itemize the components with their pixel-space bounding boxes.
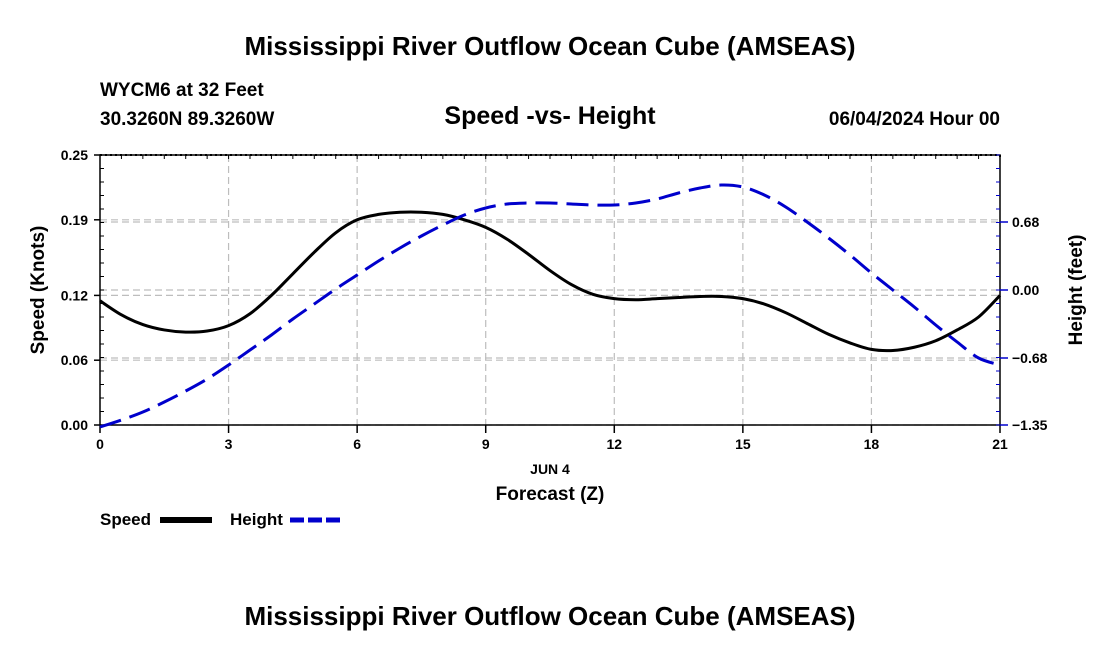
y-left-tick-label-3: 0.19 <box>61 212 88 228</box>
y-axis-right-label: Height (feet) <box>1066 235 1087 346</box>
legend: Speed Height <box>100 510 342 529</box>
top-title: Mississippi River Outflow Ocean Cube (AM… <box>244 31 855 61</box>
legend-height-label: Height <box>230 510 283 529</box>
axis-ticks: 0 3 6 9 12 15 18 21 0.00 0.06 0.12 0.19 0.25 −1.35 −0.… <box>61 147 1048 452</box>
y-left-tick-label-0: 0.00 <box>61 417 88 433</box>
station-coordinates: 30.3260N 89.3260W <box>100 109 274 130</box>
station-depth: WYCM6 at 32 Feet <box>100 80 264 101</box>
x-tick-label-0: 0 <box>96 436 104 452</box>
x-tick-label-6: 6 <box>353 436 361 452</box>
y-left-tick-label-2: 0.12 <box>61 287 88 303</box>
y-axis-left-label: Speed (Knots) <box>28 226 49 355</box>
x-tick-label-18: 18 <box>864 436 880 452</box>
x-tick-label-3: 3 <box>225 436 233 452</box>
series-speed-line <box>99 210 1002 353</box>
x-tick-label-9: 9 <box>482 436 490 452</box>
x-tick-label-15: 15 <box>735 436 751 452</box>
date-label: JUN 4 <box>530 461 570 477</box>
x-tick-label-21: 21 <box>992 436 1008 452</box>
x-tick-label-12: 12 <box>606 436 622 452</box>
grid <box>100 155 1000 426</box>
y-left-tick-label-4: 0.25 <box>61 147 88 163</box>
forecast-datetime: 06/04/2024 Hour 00 <box>829 109 1000 130</box>
chart-title: Speed -vs- Height <box>444 102 656 130</box>
series-height-line <box>99 183 1001 429</box>
x-axis-label: Forecast (Z) <box>496 484 605 505</box>
bottom-title: Mississippi River Outflow Ocean Cube (AM… <box>244 601 855 631</box>
y-right-tick-label-2: 0.00 <box>1012 282 1039 298</box>
legend-speed-label: Speed <box>100 510 151 529</box>
y-left-tick-label-1: 0.06 <box>61 352 88 368</box>
y-right-tick-label-1: −0.68 <box>1012 350 1048 366</box>
y-right-tick-label-0: −1.35 <box>1012 417 1048 433</box>
y-right-tick-label-3: 0.68 <box>1012 214 1039 230</box>
series-layer <box>99 183 1002 429</box>
